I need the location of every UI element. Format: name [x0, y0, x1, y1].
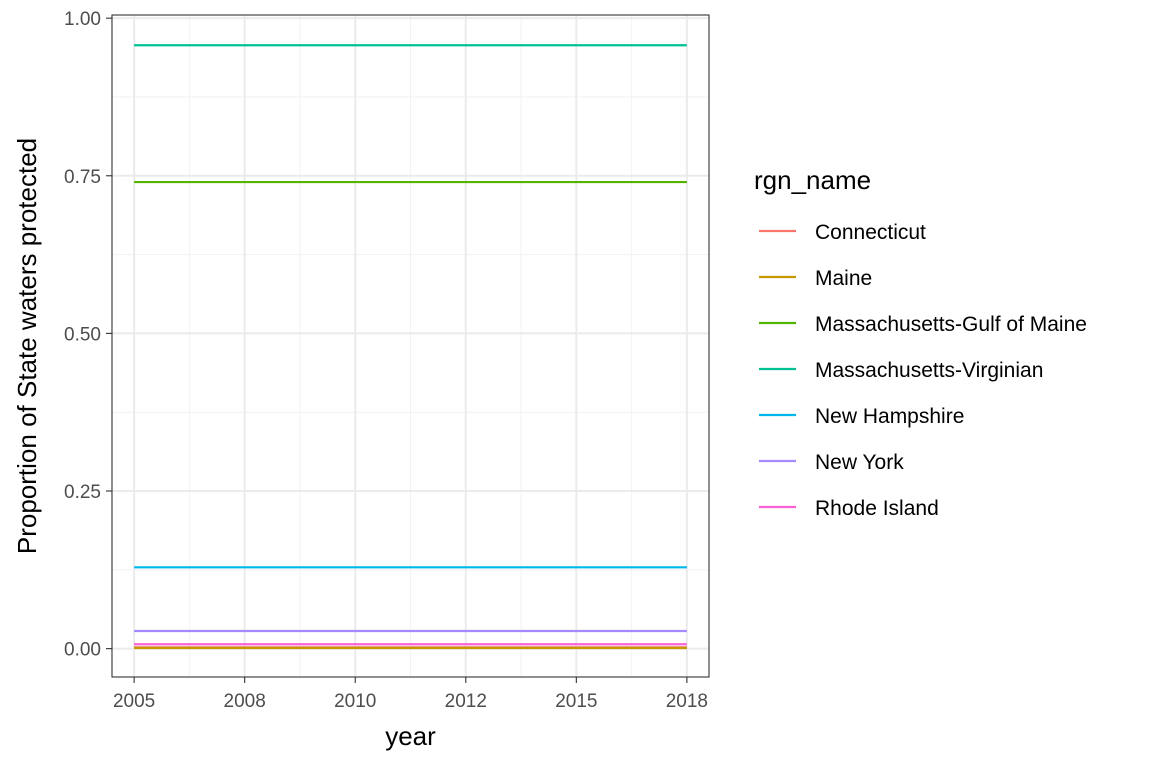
legend-title: rgn_name [754, 165, 871, 195]
axis-layer: 2005 2008 2010 2012 2015 2018 0.00 0.25 0.50 0.75… [64, 9, 708, 712]
series-layer [134, 44, 687, 650]
x-tick-label: 2008 [224, 691, 266, 712]
legend-label: Rhode Island [815, 497, 939, 520]
legend-label: Connecticut [815, 221, 926, 244]
y-tick-label: 1.00 [64, 9, 101, 30]
x-tick-label: 2010 [334, 691, 376, 712]
legend: Connecticut Maine Massachusetts-Gulf of Ma… [759, 221, 1087, 520]
legend-label: Maine [815, 267, 872, 290]
x-tick-label: 2012 [445, 691, 487, 712]
legend-label: Massachusetts-Virginian [815, 359, 1043, 382]
legend-label: New York [815, 451, 904, 474]
y-tick-label: 0.50 [64, 324, 101, 345]
y-tick-label: 0.00 [64, 640, 101, 661]
x-tick-label: 2015 [555, 691, 597, 712]
panel-border [111, 14, 710, 678]
legend-label: Massachusetts-Gulf of Maine [815, 313, 1087, 336]
y-tick-label: 0.25 [64, 482, 101, 503]
x-tick-label: 2005 [113, 691, 155, 712]
legend-label: New Hampshire [815, 405, 964, 428]
x-tick-label: 2018 [666, 691, 708, 712]
x-axis-title: year [385, 721, 436, 751]
y-axis-title: Proportion of State waters protected [12, 138, 42, 554]
y-tick-label: 0.75 [64, 167, 101, 188]
